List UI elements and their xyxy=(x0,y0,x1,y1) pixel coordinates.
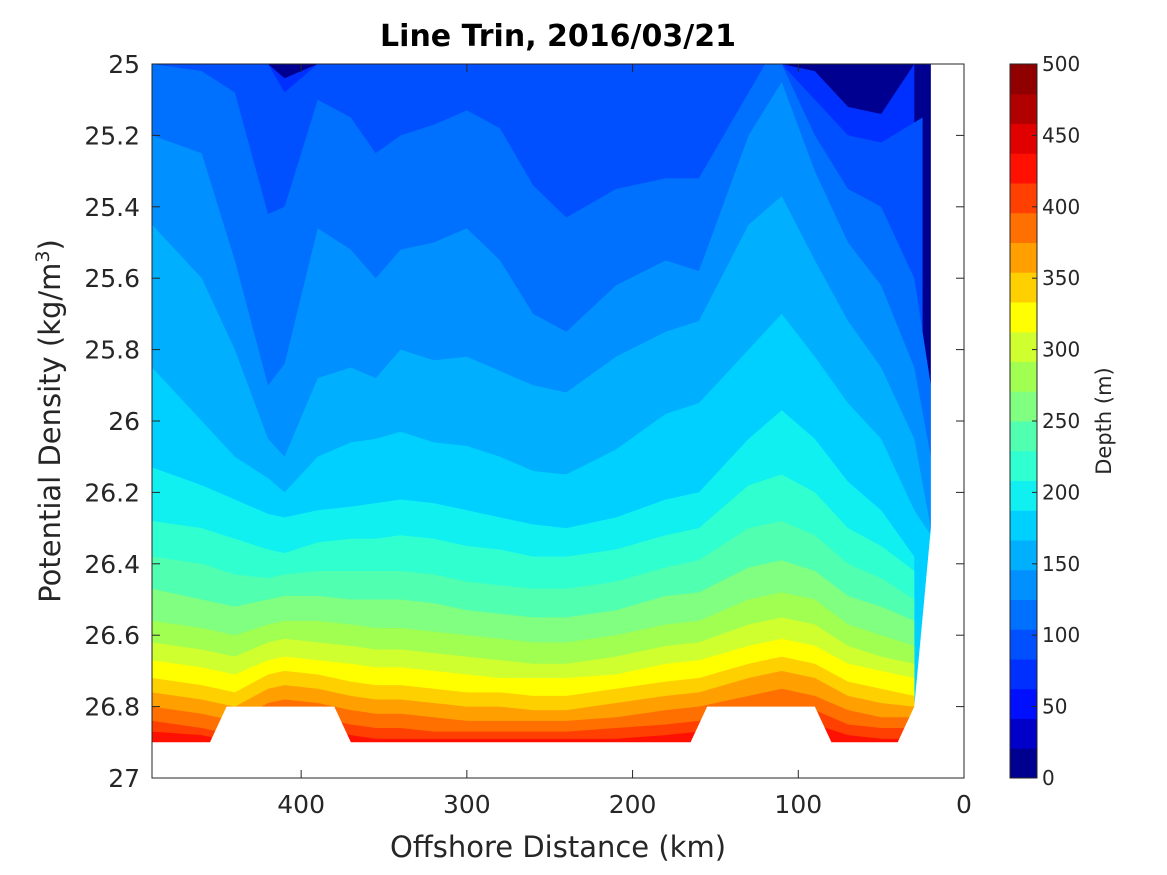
y-axis-label-main: Potential Density (kg/m xyxy=(33,263,67,603)
y-tick-label: 26.8 xyxy=(84,693,140,722)
colorbar-tick-label: 250 xyxy=(1042,409,1080,433)
colorbar-swatches xyxy=(1010,64,1037,779)
colorbar-swatch xyxy=(1010,242,1037,273)
y-tick-label: 26.2 xyxy=(84,478,140,507)
colorbar-swatch xyxy=(1010,302,1037,333)
no-data-region-0 xyxy=(152,64,964,778)
colorbar-swatch xyxy=(1010,331,1037,362)
colorbar-swatch xyxy=(1010,629,1037,660)
colorbar-swatch xyxy=(1010,212,1037,243)
colorbar-swatch xyxy=(1010,450,1037,481)
colorbar-tick-label: 50 xyxy=(1042,695,1067,719)
colorbar-tick-label: 450 xyxy=(1042,123,1080,147)
y-tick-label: 26 xyxy=(108,407,140,436)
colorbar-swatch xyxy=(1010,748,1037,779)
colorbar-tick-label: 0 xyxy=(1042,766,1055,790)
colorbar: 0 50 100 150 200 250 300 350 400 450 500 Depth (m) xyxy=(1009,52,1116,790)
colorbar-swatch xyxy=(1010,123,1037,154)
colorbar-tick-label: 150 xyxy=(1042,552,1080,576)
colorbar-label: Depth (m) xyxy=(1092,367,1116,474)
y-axis-label-superscript: 3 xyxy=(32,250,54,262)
colorbar-swatch xyxy=(1010,510,1037,541)
y-axis-label: Potential Density (kg/m3) xyxy=(32,239,67,603)
colorbar-swatch xyxy=(1010,361,1037,392)
colorbar-tick-label: 200 xyxy=(1042,480,1080,504)
y-tick-label: 26.6 xyxy=(84,621,140,650)
colorbar-swatch xyxy=(1010,540,1037,571)
x-tick-label: 0 xyxy=(956,790,972,819)
colorbar-swatch xyxy=(1010,64,1037,95)
colorbar-swatch xyxy=(1010,183,1037,214)
colorbar-tick-label: 300 xyxy=(1042,338,1080,362)
depth-contour-fills xyxy=(152,64,931,778)
y-tick-label: 25.2 xyxy=(84,121,140,150)
x-tick-label: 200 xyxy=(609,790,657,819)
colorbar-swatch xyxy=(1010,391,1037,422)
colorbar-swatch xyxy=(1010,569,1037,600)
colorbar-tick-label: 350 xyxy=(1042,266,1080,290)
y-axis: 25 25.2 25.4 25.6 25.8 26 26.2 26.4 26.6 26.8 27 xyxy=(84,50,964,793)
x-tick-label: 100 xyxy=(774,790,822,819)
y-tick-label: 26.4 xyxy=(84,550,140,579)
y-tick-label: 25.4 xyxy=(84,193,140,222)
colorbar-tick-label: 500 xyxy=(1042,52,1080,76)
x-axis-label: Offshore Distance (km) xyxy=(390,830,726,864)
no-data-mask xyxy=(152,64,964,778)
colorbar-swatch xyxy=(1010,688,1037,719)
x-tick-label: 400 xyxy=(277,790,325,819)
colorbar-swatch xyxy=(1010,599,1037,630)
y-tick-label: 25.8 xyxy=(84,336,140,365)
colorbar-swatch xyxy=(1010,272,1037,303)
y-tick-label: 25.6 xyxy=(84,264,140,293)
chart-title: Line Trin, 2016/03/21 xyxy=(380,19,736,54)
y-tick-label: 27 xyxy=(108,764,140,793)
colorbar-tick-label: 100 xyxy=(1042,623,1080,647)
colorbar-swatch xyxy=(1010,153,1037,184)
colorbar-swatch xyxy=(1010,480,1037,511)
colorbar-swatch xyxy=(1010,659,1037,690)
x-axis: 400 300 200 100 0 xyxy=(277,64,972,819)
colorbar-swatch xyxy=(1010,718,1037,749)
y-axis-label-suffix: ) xyxy=(33,239,67,250)
y-tick-label: 25 xyxy=(108,50,140,79)
colorbar-swatch xyxy=(1010,421,1037,452)
colorbar-tick-label: 400 xyxy=(1042,195,1080,219)
colorbar-ticks: 0 50 100 150 200 250 300 350 400 450 500 xyxy=(1032,52,1080,790)
plot-area xyxy=(151,63,965,779)
x-tick-label: 300 xyxy=(443,790,491,819)
colorbar-swatch xyxy=(1010,93,1037,124)
